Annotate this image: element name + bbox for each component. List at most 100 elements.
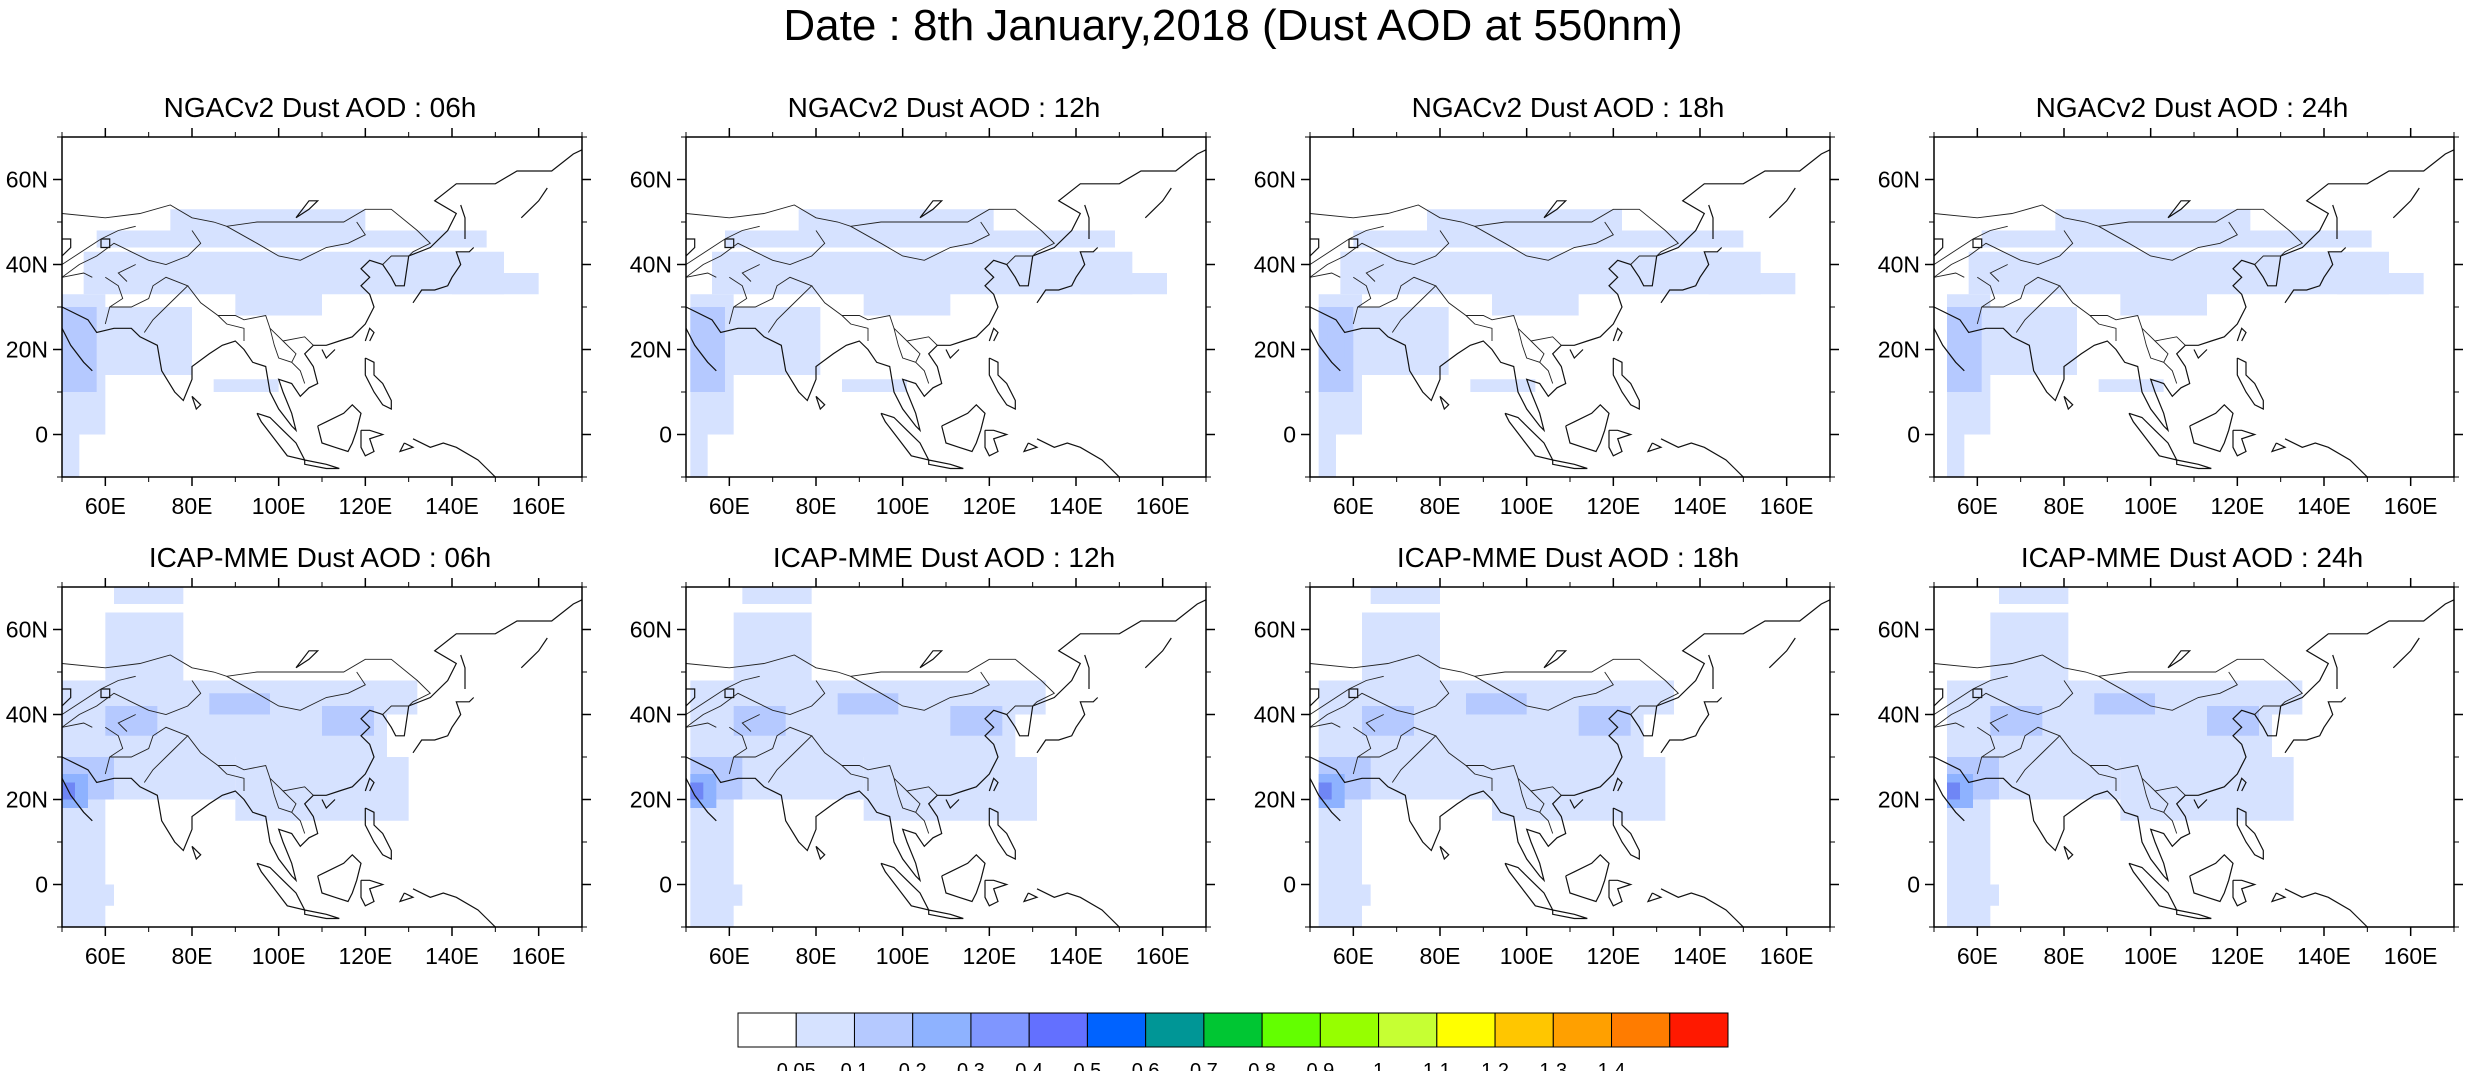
colorbar-box — [1494, 1012, 1554, 1048]
lon-tick-label: 80E — [2044, 493, 2085, 519]
colorbar-label: 0.9 — [1306, 1060, 1334, 1071]
lon-tick-label: 60E — [1333, 493, 1374, 519]
lon-tick-label: 160E — [512, 943, 566, 969]
lon-tick-label: 80E — [172, 493, 213, 519]
colorbar-label: 1 — [1373, 1060, 1384, 1071]
panel-title-icap-12h: ICAP-MME Dust AOD : 12h — [772, 542, 1116, 573]
lon-tick-label: 140E — [425, 943, 479, 969]
dust-aod-shading — [1318, 587, 1674, 927]
lat-tick-label: 0 — [1907, 422, 1920, 448]
colorbar-box — [1086, 1012, 1147, 1048]
dust-aod-shading — [1947, 587, 2303, 927]
coastline — [1934, 149, 2454, 477]
map-panel-8: 60N 40N 20N 0 60E 80E 100E 120E 140E 160E — [1878, 578, 2463, 969]
colorbar-label: 0.2 — [899, 1060, 927, 1071]
map-panel-1: 60N 40N 20N 0 60E 80E 100E 120E 140E 160E — [6, 128, 591, 519]
colorbar-box — [1203, 1012, 1263, 1048]
colorbar-label: 0.05 — [777, 1060, 816, 1071]
lon-tick-label: 80E — [2044, 943, 2085, 969]
map-panel-5: 60N 40N 20N 0 60E 80E 100E 120E 140E 160E — [6, 578, 591, 969]
map-panel-6: 60N 40N 20N 0 60E 80E 100E 120E 140E 160E — [630, 578, 1215, 969]
lon-tick-label: 160E — [1760, 493, 1814, 519]
lon-tick-label: 60E — [1333, 943, 1374, 969]
coastline — [686, 599, 1206, 927]
lon-tick-label: 80E — [796, 493, 837, 519]
lat-tick-label: 60N — [1254, 617, 1296, 643]
colorbar-label: 0.7 — [1190, 1060, 1218, 1071]
lat-tick-label: 20N — [1878, 787, 1920, 813]
coastline — [62, 599, 582, 927]
lon-tick-label: 160E — [2384, 943, 2438, 969]
country-borders — [686, 654, 1056, 834]
lon-tick-label: 140E — [2297, 493, 2351, 519]
panel-title-icap-06h: ICAP-MME Dust AOD : 06h — [148, 542, 492, 573]
dust-aod-shading — [62, 209, 539, 477]
lon-tick-label: 80E — [1420, 493, 1461, 519]
lon-tick-label: 80E — [796, 943, 837, 969]
lon-tick-label: 160E — [1760, 943, 1814, 969]
lon-tick-label: 100E — [2124, 943, 2178, 969]
lon-tick-label: 100E — [876, 493, 930, 519]
colorbar-label: 0.1 — [841, 1060, 869, 1071]
lat-tick-label: 0 — [35, 422, 48, 448]
map-panel-2: 60N 40N 20N 0 60E 80E 100E 120E 140E 160E — [630, 128, 1215, 519]
lat-tick-label: 40N — [1878, 702, 1920, 728]
dust-aod-shading — [1318, 209, 1796, 477]
colorbar-box — [1261, 1012, 1321, 1048]
lon-tick-label: 100E — [1500, 493, 1554, 519]
colorbar: 0.05 0.1 0.2 0.3 0.4 0.5 0.6 0.7 0.8 0.9 1 1.1 1.2 1.… — [737, 1012, 1729, 1071]
lat-tick-label: 20N — [6, 787, 48, 813]
colorbar-box — [1552, 1012, 1613, 1048]
lon-tick-label: 60E — [709, 493, 750, 519]
lon-tick-label: 120E — [1586, 493, 1640, 519]
lat-tick-label: 20N — [1878, 337, 1920, 363]
lat-tick-label: 60N — [6, 617, 48, 643]
lat-tick-label: 60N — [1878, 617, 1920, 643]
lon-tick-label: 160E — [2384, 493, 2438, 519]
coastline — [1310, 599, 1830, 927]
dust-aod-shading — [1947, 209, 2424, 477]
colorbar-label: 1.2 — [1481, 1060, 1509, 1071]
lat-tick-label: 0 — [1907, 872, 1920, 898]
lon-tick-label: 100E — [2124, 493, 2178, 519]
lat-tick-label: 40N — [1254, 252, 1296, 278]
coastline — [1934, 599, 2454, 927]
colorbar-box — [1378, 1012, 1438, 1048]
panel-title-ngac-06h: NGACv2 Dust AOD : 06h — [163, 92, 477, 123]
colorbar-box — [795, 1012, 855, 1048]
lat-tick-label: 60N — [630, 617, 672, 643]
panel-title-icap-24h: ICAP-MME Dust AOD : 24h — [2020, 542, 2364, 573]
colorbar-box — [912, 1012, 972, 1048]
lat-tick-label: 40N — [6, 702, 48, 728]
lon-tick-label: 160E — [512, 493, 566, 519]
lon-tick-label: 60E — [1957, 943, 1998, 969]
lon-tick-label: 140E — [1049, 943, 1103, 969]
lon-tick-label: 120E — [338, 943, 392, 969]
dust-aod-shading — [690, 209, 1167, 477]
lon-tick-label: 100E — [252, 943, 306, 969]
colorbar-label: 0.4 — [1015, 1060, 1043, 1071]
colorbar-label: 0.3 — [957, 1060, 985, 1071]
lat-tick-label: 20N — [1254, 337, 1296, 363]
lat-tick-label: 40N — [1878, 252, 1920, 278]
lon-tick-label: 100E — [252, 493, 306, 519]
lat-tick-label: 40N — [1254, 702, 1296, 728]
lat-tick-label: 20N — [6, 337, 48, 363]
colorbar-label: 0.6 — [1132, 1060, 1160, 1071]
lon-tick-label: 120E — [962, 493, 1016, 519]
panel-title-ngac-24h: NGACv2 Dust AOD : 24h — [2035, 92, 2349, 123]
lat-tick-label: 60N — [1878, 167, 1920, 193]
country-borders — [62, 654, 432, 834]
colorbar-box — [1145, 1012, 1205, 1048]
lon-tick-label: 160E — [1136, 943, 1190, 969]
lon-tick-label: 60E — [85, 943, 126, 969]
map-panel-7: 60N 40N 20N 0 60E 80E 100E 120E 140E 160E — [1254, 578, 1839, 969]
lat-tick-label: 0 — [659, 872, 672, 898]
colorbar-label: 0.5 — [1074, 1060, 1102, 1071]
lat-tick-label: 0 — [1283, 422, 1296, 448]
colorbar-box — [1028, 1012, 1088, 1048]
lat-tick-label: 40N — [6, 252, 48, 278]
lat-tick-label: 40N — [630, 702, 672, 728]
